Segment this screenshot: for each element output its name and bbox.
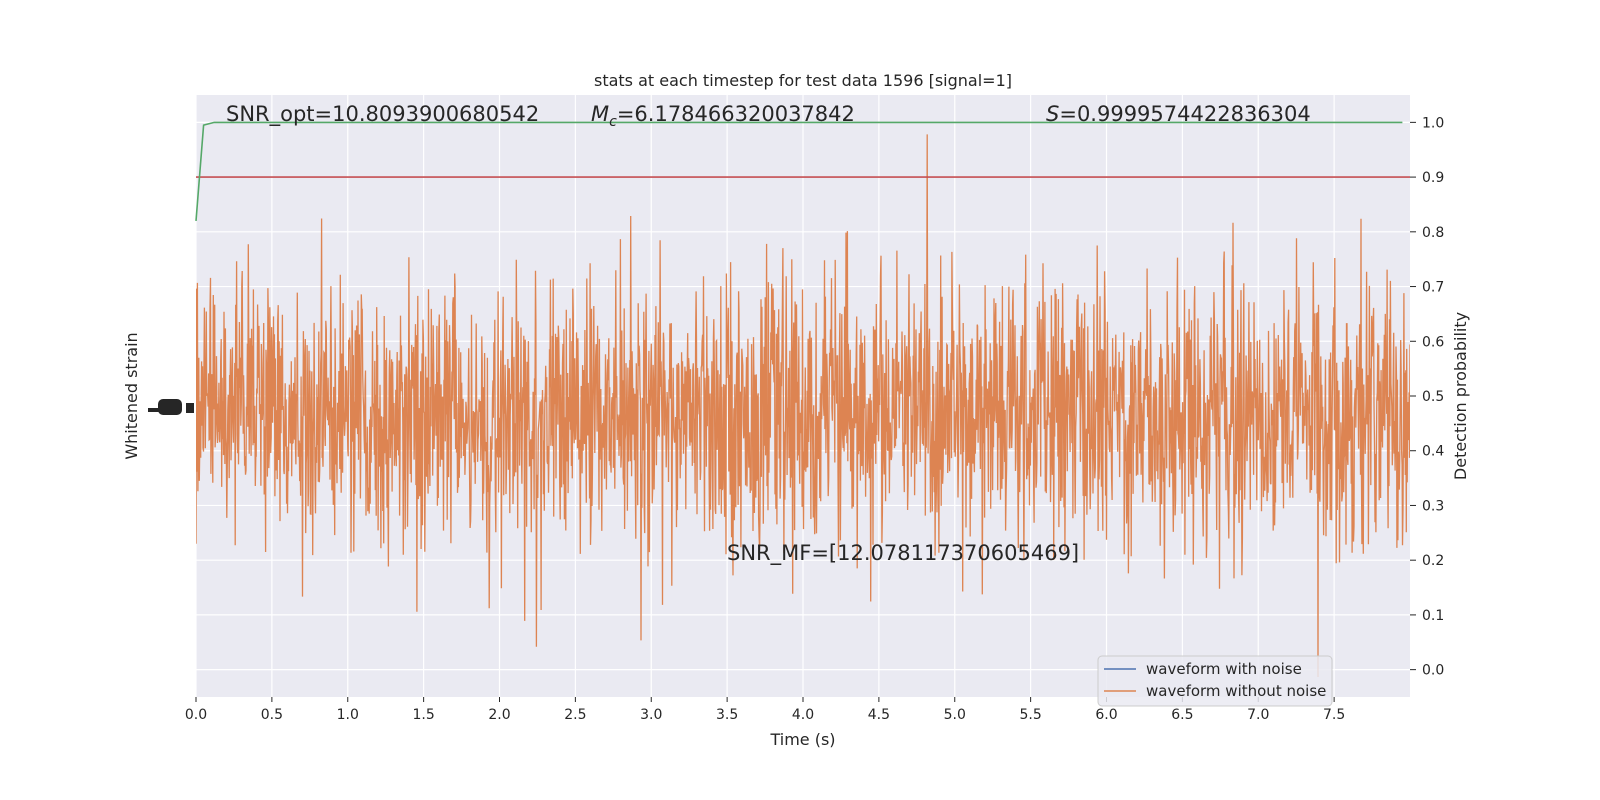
y-right-tick-label: 0.3 <box>1422 498 1444 514</box>
y-right-tick-label: 0.1 <box>1422 608 1444 624</box>
legend: waveform with noise waveform without noi… <box>1097 655 1333 707</box>
x-tick-label: 5.0 <box>944 707 966 723</box>
y-axis-label-right: Detection probability <box>1451 312 1470 480</box>
annotation-chirp-mass: Mc=6.178466320037842 <box>591 102 855 130</box>
x-tick-label: 1.5 <box>412 707 434 723</box>
mc-symbol: M <box>591 102 609 126</box>
y-right-tick-label: 0.9 <box>1422 170 1444 186</box>
y-right-tick-label: 0.5 <box>1422 389 1444 405</box>
y-right-tick-label: 0.7 <box>1422 280 1444 296</box>
y-axis-label-left: Whitened strain <box>122 332 141 459</box>
left-tick-cluster <box>148 408 160 412</box>
x-tick-label: 4.5 <box>868 707 890 723</box>
x-tick-label: 1.0 <box>337 707 359 723</box>
detection-probability-line <box>195 121 1403 221</box>
s-symbol: S <box>1046 102 1059 126</box>
left-tick-cluster <box>186 403 194 413</box>
y-right-tick-label: 0.8 <box>1422 225 1444 241</box>
y-right-tick-label: 0.6 <box>1422 334 1444 350</box>
left-tick-cluster <box>158 399 182 415</box>
x-axis-label: Time (s) <box>769 730 835 749</box>
x-tick-label: 6.5 <box>1171 707 1193 723</box>
x-tick-label: 4.0 <box>792 707 814 723</box>
x-tick-label: 3.0 <box>640 707 662 723</box>
x-tick-label: 3.5 <box>716 707 738 723</box>
y-right-tick-label: 0.0 <box>1422 663 1444 679</box>
annotation-snr-opt: SNR_opt=10.8093900680542 <box>226 102 539 127</box>
x-tick-label: 0.5 <box>261 707 283 723</box>
annotation-s: S=0.9999574422836304 <box>1046 102 1311 126</box>
s-value: =0.9999574422836304 <box>1059 102 1310 126</box>
x-tick-label: 5.5 <box>1019 707 1041 723</box>
axis-ticks: 0.0 0.5 1.0 1.5 2.0 2.5 3.0 3.5 4.0 4.5 5.0 5.5 6.0 6… <box>185 115 1444 723</box>
mc-subscript: c <box>609 114 617 130</box>
legend-box <box>1097 655 1333 707</box>
x-tick-label: 2.5 <box>564 707 586 723</box>
chart-title: stats at each timestep for test data 159… <box>594 71 1012 90</box>
annotation-snr-mf: SNR_MF=[12.078117370605469] <box>727 541 1079 566</box>
y-right-tick-label: 1.0 <box>1422 115 1444 131</box>
legend-entry-waveform-without-noise: waveform without noise <box>1146 682 1326 700</box>
legend-entry-waveform-with-noise: waveform with noise <box>1146 660 1302 678</box>
x-tick-label: 7.0 <box>1247 707 1269 723</box>
y-right-tick-label: 0.4 <box>1422 444 1444 460</box>
x-tick-label: 0.0 <box>185 707 207 723</box>
x-tick-label: 7.5 <box>1323 707 1345 723</box>
waveform-without-noise-line <box>196 134 1410 678</box>
mc-value: =6.178466320037842 <box>617 102 855 126</box>
x-tick-label: 2.0 <box>488 707 510 723</box>
y-right-tick-label: 0.2 <box>1422 553 1444 569</box>
waveform-without-noise-path <box>196 134 1410 678</box>
x-tick-label: 6.0 <box>1095 707 1117 723</box>
